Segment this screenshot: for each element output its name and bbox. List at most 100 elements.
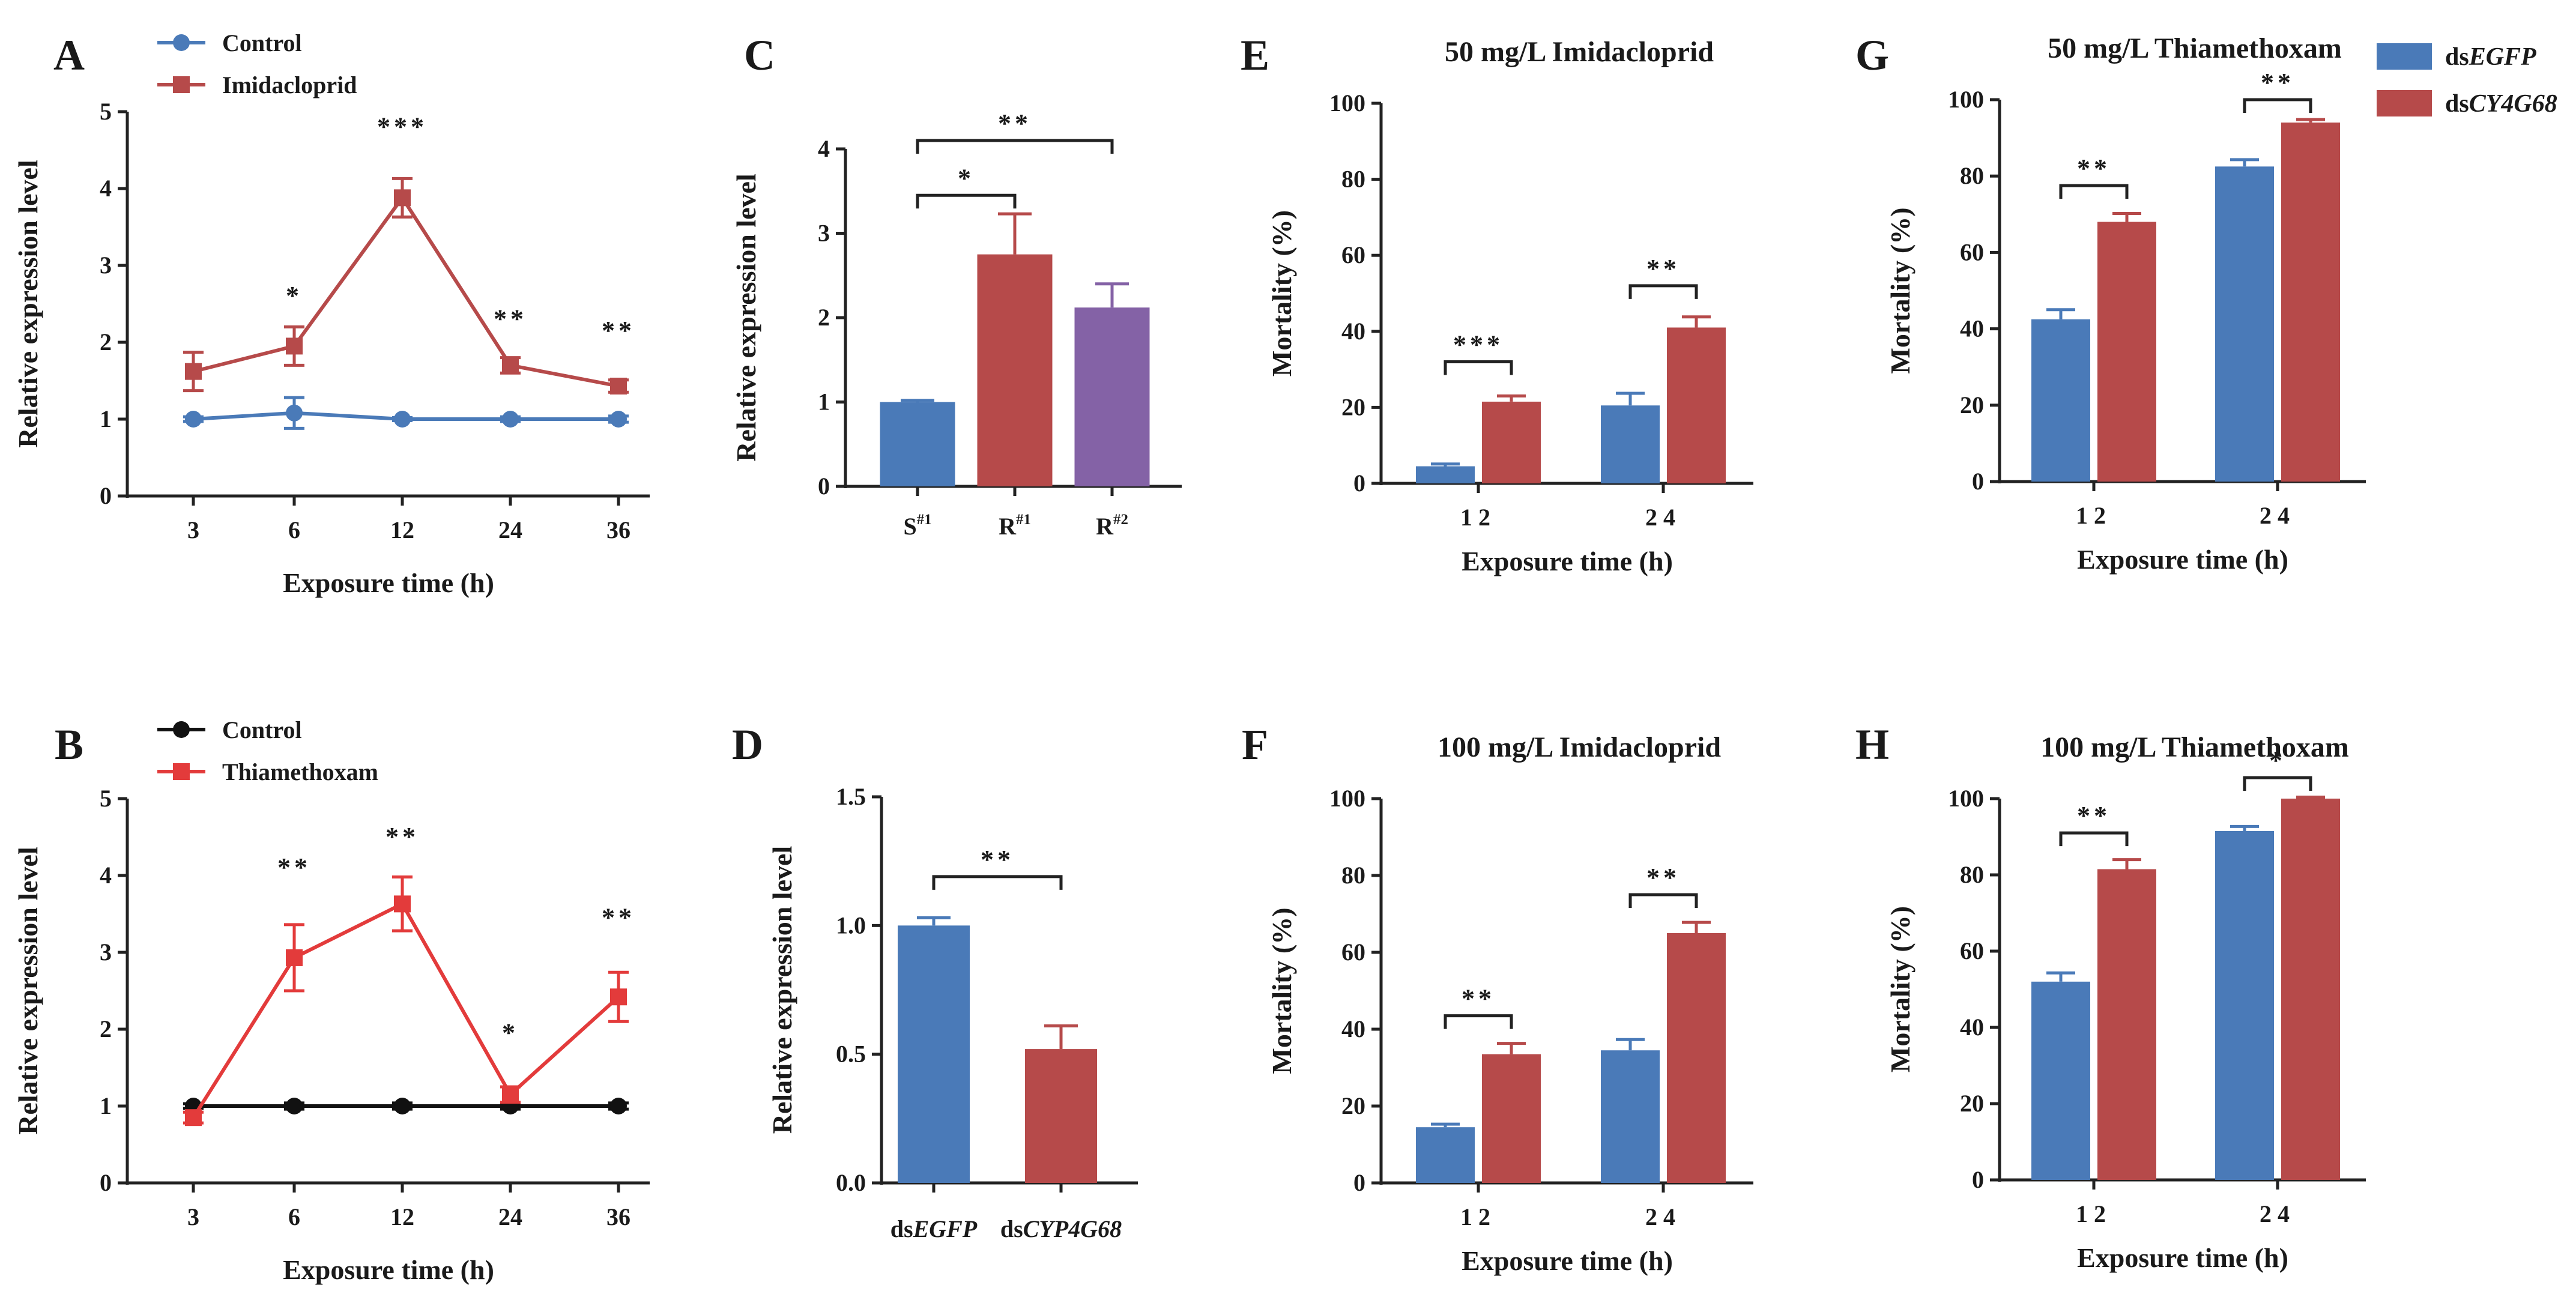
x-tick-label: 3 xyxy=(187,1203,199,1230)
x-tick-label: 24 xyxy=(2260,502,2296,529)
data-point xyxy=(185,411,202,428)
legend-swatch xyxy=(2377,43,2432,70)
y-tick-label: 80 xyxy=(1341,166,1365,193)
significance-label: * xyxy=(286,281,303,310)
legend-label: Control xyxy=(222,716,302,743)
panel-label-h: H xyxy=(1855,721,1889,769)
y-tick-label: 1.5 xyxy=(836,783,866,810)
chart-panel-g: G 50 mg/L Thiamethoxam 0 20 40 60 80 100 Mortali… xyxy=(1855,31,2366,575)
data-point xyxy=(610,411,627,428)
legend-swatch xyxy=(2377,90,2432,116)
x-tick-label: 12 xyxy=(390,1203,414,1230)
chart-title: 50 mg/L Imidacloprid xyxy=(1445,36,1714,68)
significance-label: ** xyxy=(981,845,1014,874)
bar xyxy=(1667,327,1726,483)
y-tick-label: 0.0 xyxy=(836,1169,866,1196)
x-tick-label: 12 xyxy=(2076,502,2112,529)
y-tick-label: 60 xyxy=(1341,241,1365,268)
data-point xyxy=(502,1086,519,1103)
significance-bracket xyxy=(2059,184,2129,199)
chart-panel-e: E 50 mg/L Imidacloprid 0 20 40 60 80 100 Mortali… xyxy=(1241,31,1753,576)
significance-bracket xyxy=(2243,98,2312,113)
x-axis-label: Exposure time (h) xyxy=(1462,546,1673,576)
chart-title: 50 mg/L Thiamethoxam xyxy=(2048,32,2342,64)
bar xyxy=(1074,307,1150,486)
bar xyxy=(2215,830,2274,1180)
panel-label-e: E xyxy=(1241,31,1269,79)
y-tick-label: 20 xyxy=(1341,1092,1365,1119)
bar xyxy=(2281,799,2340,1180)
data-point xyxy=(286,949,303,966)
data-point xyxy=(610,1098,627,1114)
data-point xyxy=(286,404,303,422)
y-axis-label: Relative expression level xyxy=(767,846,797,1134)
y-tick-label: 5 xyxy=(100,785,112,812)
x-tick-label: 12 xyxy=(390,516,414,543)
y-tick-label: 20 xyxy=(1960,1090,1984,1117)
y-tick-label: 4 xyxy=(818,135,830,162)
legend-marker xyxy=(173,76,190,93)
data-point xyxy=(394,411,411,428)
y-tick-label: 3 xyxy=(100,939,112,966)
chart-panel-h: H 100 mg/L Thiamethoxam 0 20 40 60 80 100 Mortal… xyxy=(1855,721,2366,1273)
y-tick-label: 2 xyxy=(100,1015,112,1042)
x-tick-label: 6 xyxy=(288,516,300,543)
x-axis-label: Exposure time (h) xyxy=(1462,1245,1673,1276)
data-point xyxy=(394,895,411,913)
y-tick-label: 100 xyxy=(1329,785,1365,812)
y-tick-label: 40 xyxy=(1341,318,1365,345)
x-tick-label: 24 xyxy=(1645,504,1681,531)
data-point xyxy=(394,1098,411,1114)
significance-bracket xyxy=(916,193,1017,209)
x-tick-label-sup: #1 xyxy=(1016,512,1031,528)
bar xyxy=(2031,319,2090,482)
x-tick-label: 24 xyxy=(498,516,522,543)
x-tick-label: 12 xyxy=(1460,504,1496,531)
legend-marker xyxy=(173,721,190,738)
y-tick-label: 2 xyxy=(818,304,830,331)
x-tick-label: dsEGFP xyxy=(890,1215,978,1242)
y-axis-label: Relative expression level xyxy=(13,160,43,448)
data-point xyxy=(286,337,303,355)
x-tick-label-main: R xyxy=(999,513,1017,540)
panel-label-g: G xyxy=(1855,31,1889,79)
legend-label-gene: CY4G68 xyxy=(2469,90,2557,118)
bar xyxy=(1601,1050,1660,1183)
x-tick-label-sup: #2 xyxy=(1113,512,1128,528)
y-axis-label: Mortality (%) xyxy=(1266,210,1297,376)
bar xyxy=(1025,1049,1097,1183)
x-tick-label-gene: EGFP xyxy=(913,1215,978,1242)
significance-label: ** xyxy=(277,853,311,882)
y-tick-label: 100 xyxy=(1948,86,1984,113)
panel-label-c: C xyxy=(744,31,775,79)
x-tick-label: 36 xyxy=(606,1203,630,1230)
significance-label: ** xyxy=(494,304,527,334)
significance-label: ** xyxy=(2077,154,2111,183)
panel-label-a: A xyxy=(53,31,85,79)
significance-bracket xyxy=(2243,776,2312,791)
y-tick-label: 60 xyxy=(1960,238,1984,265)
y-tick-label: 0 xyxy=(1353,470,1365,497)
legend-label-prefix: ds xyxy=(2445,43,2469,71)
x-tick-label: dsCYP4G68 xyxy=(1000,1215,1122,1242)
y-tick-label: 40 xyxy=(1960,1014,1984,1041)
y-axis-label: Mortality (%) xyxy=(1266,907,1297,1074)
y-tick-label: 4 xyxy=(100,862,112,889)
y-tick-label: 100 xyxy=(1948,785,1984,812)
y-tick-label: 1 xyxy=(100,1092,112,1119)
legend-label: Thiamethoxam xyxy=(222,758,378,785)
legend-label: Imidacloprid xyxy=(222,71,357,98)
y-tick-label: 0.5 xyxy=(836,1041,866,1068)
significance-bracket xyxy=(1628,284,1698,299)
significance-label: *** xyxy=(1453,330,1504,359)
bar xyxy=(1416,1127,1475,1183)
y-tick-label: 100 xyxy=(1329,89,1365,116)
bar xyxy=(2097,869,2156,1180)
bar xyxy=(1482,1054,1541,1183)
y-tick-label: 60 xyxy=(1960,937,1984,964)
bar xyxy=(2097,222,2156,482)
